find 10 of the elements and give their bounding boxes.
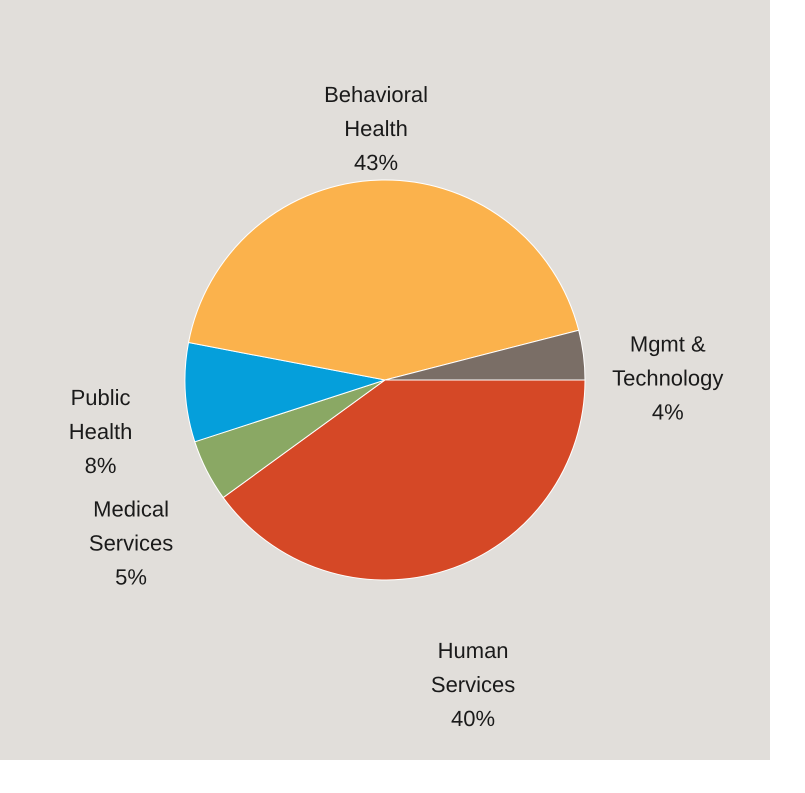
data-label: 8% [84, 452, 116, 478]
data-label: 4% [652, 399, 684, 424]
slice-label: Behavioral Health [324, 82, 428, 142]
data-label: 43% [354, 150, 398, 176]
slice-label: Human Services [430, 638, 516, 698]
slice-label: Medical Services [88, 496, 174, 556]
slice-label: Public Health [68, 384, 132, 444]
slice-label: Mgmt & Technology [612, 331, 724, 390]
data-label: 5% [115, 564, 147, 590]
data-label: 40% [451, 706, 496, 732]
